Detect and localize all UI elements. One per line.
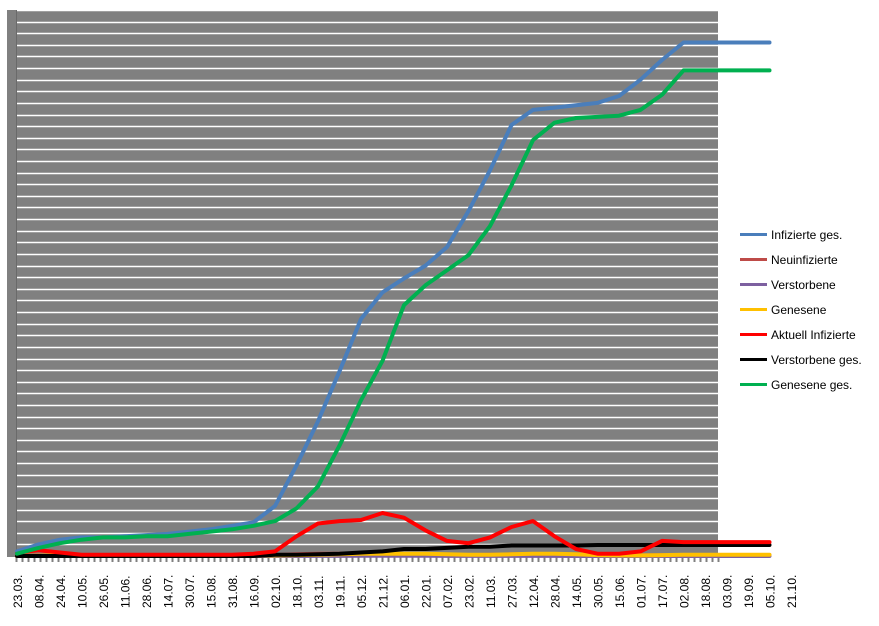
x-tick-label: 23.02. (463, 575, 477, 608)
x-tick-label: 15.06. (613, 575, 627, 608)
x-tick-label: 06.01. (398, 575, 412, 608)
x-tick-label: 19.09. (742, 575, 756, 608)
legend-item: Genesene ges. (740, 372, 862, 397)
x-tick-label: 11.06. (119, 576, 133, 608)
series-line-genesene-ges (15, 68, 772, 556)
x-tick-label: 10.05. (76, 575, 90, 608)
legend-swatch (740, 258, 767, 261)
legend-label: Infizierte ges. (771, 227, 843, 242)
legend-label: Genesene ges. (771, 377, 853, 392)
legend-label: Genesene (771, 302, 827, 317)
x-tick-label: 30.05. (592, 575, 606, 608)
x-tick-label: 02.10. (269, 575, 283, 608)
legend-item: Verstorbene (740, 272, 862, 297)
legend-swatch (740, 233, 767, 236)
legend-swatch (740, 383, 767, 386)
x-tick-label: 08.04. (33, 575, 47, 608)
x-tick-label: 02.08. (678, 575, 692, 608)
x-tick-label: 07.02. (441, 575, 455, 608)
x-tick-label: 12.04. (527, 575, 541, 608)
x-tick-label: 17.07. (656, 575, 670, 608)
legend-swatch (740, 358, 767, 361)
gridlines (16, 9, 718, 557)
x-tick-label: 27.03. (506, 575, 520, 608)
series-lines (15, 40, 772, 558)
legend-swatch (740, 308, 767, 311)
series-line-aktuell-infizierte (15, 511, 772, 557)
legend-label: Neuinfizierte (771, 252, 838, 267)
legend-item: Neuinfizierte (740, 247, 862, 272)
x-tick-label: 11.03. (484, 576, 498, 608)
x-tick-label: 01.07. (635, 575, 649, 608)
x-tick-label: 24.04. (54, 575, 68, 608)
x-tick-label: 28.06. (140, 575, 154, 608)
x-tick-label: 21.12. (377, 575, 391, 608)
x-tick-label: 18.10. (291, 575, 305, 608)
x-tick-label: 21.10. (785, 575, 799, 608)
x-tick-label: 22.01. (420, 575, 434, 608)
x-tick-label: 14.05. (570, 575, 584, 608)
legend: Infizierte ges. Neuinfizierte Verstorbene G… (740, 222, 862, 397)
x-tick-label: 14.07. (162, 575, 176, 608)
x-tick-label: 19.11. (334, 576, 348, 608)
legend-item: Infizierte ges. (740, 222, 862, 247)
x-tick-label: 23.03. (11, 575, 25, 608)
legend-label: Aktuell Infizierte (771, 327, 856, 342)
x-tick-label: 16.09. (248, 575, 262, 608)
x-tick-label: 05.10. (764, 575, 778, 608)
x-tick-label: 31.08. (226, 575, 240, 608)
legend-label: Verstorbene ges. (771, 352, 862, 367)
x-tick-label: 15.08. (205, 575, 219, 608)
x-tick-label: 03.11. (312, 576, 326, 608)
legend-item: Verstorbene ges. (740, 347, 862, 372)
x-tick-label: 03.09. (721, 575, 735, 608)
x-tick-label: 18.08. (699, 575, 713, 608)
legend-item: Genesene (740, 297, 862, 322)
legend-item: Aktuell Infizierte (740, 322, 862, 347)
legend-swatch (740, 333, 767, 336)
legend-label: Verstorbene (771, 277, 836, 292)
legend-swatch (740, 283, 767, 286)
x-tick-label: 05.12. (355, 575, 369, 608)
x-tick-label: 26.05. (97, 575, 111, 608)
x-axis-labels: 23.03. 08.04. 24.04. 10.05. 26.05. 11.06. 28.0… (11, 575, 799, 608)
x-tick-label: 30.07. (183, 575, 197, 608)
x-tick-label: 28.04. (549, 575, 563, 608)
